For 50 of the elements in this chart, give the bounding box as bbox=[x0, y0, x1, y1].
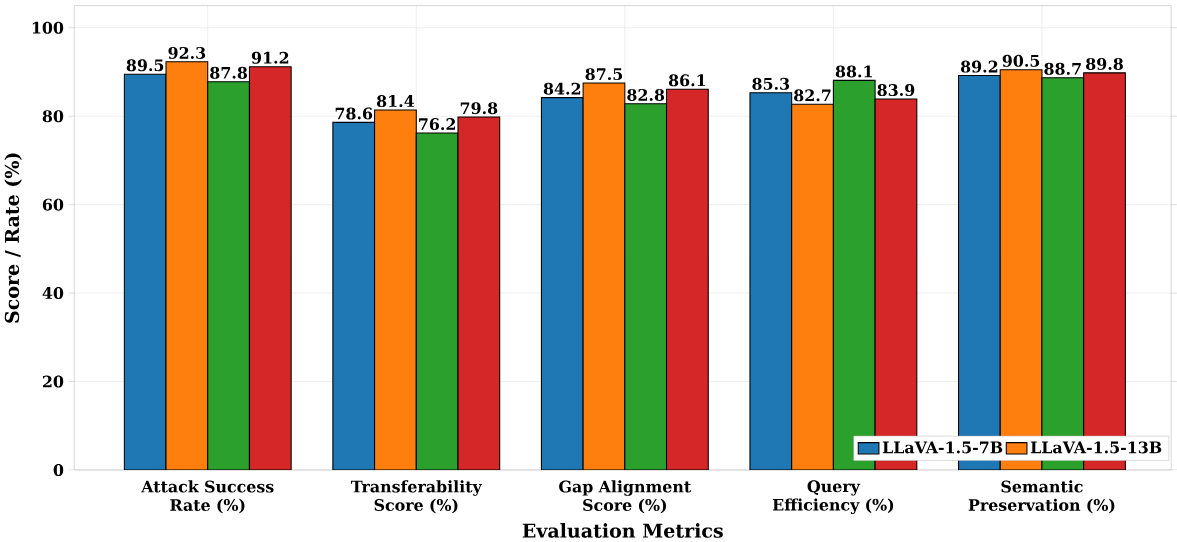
bar bbox=[624, 103, 667, 470]
x-axis-title: Evaluation Metrics bbox=[522, 523, 723, 538]
y-axis-title: Score / Rate (%) bbox=[4, 153, 22, 323]
data-label: 88.1 bbox=[835, 65, 872, 78]
x-tick-label: Query Efficiency (%) bbox=[772, 480, 894, 514]
bar bbox=[791, 103, 834, 470]
data-label: 78.6 bbox=[335, 107, 373, 120]
bar bbox=[165, 61, 209, 470]
bar bbox=[832, 79, 876, 470]
legend-label: LLaVA-1.5-7B bbox=[882, 441, 1003, 454]
data-label: 90.5 bbox=[1002, 54, 1040, 67]
data-label: 82.8 bbox=[627, 88, 665, 101]
y-tick-label: 0 bbox=[53, 463, 64, 476]
data-label: 87.8 bbox=[210, 66, 248, 79]
data-label: 81.4 bbox=[376, 95, 415, 107]
data-label: 91.2 bbox=[251, 51, 289, 64]
bar bbox=[749, 92, 793, 470]
bar bbox=[457, 116, 501, 470]
data-label: 86.1 bbox=[668, 74, 706, 87]
bar bbox=[541, 97, 584, 470]
y-tick-label: 80 bbox=[42, 110, 64, 123]
y-tick-label: 60 bbox=[42, 198, 64, 211]
bar bbox=[332, 121, 376, 470]
data-label: 82.7 bbox=[794, 89, 831, 102]
bar bbox=[248, 66, 292, 470]
bar bbox=[374, 109, 417, 470]
y-tick-label: 100 bbox=[32, 21, 64, 34]
data-label: 89.2 bbox=[960, 60, 998, 73]
data-label: 83.9 bbox=[877, 83, 915, 96]
x-tick-label: Transferability Score (%) bbox=[351, 480, 483, 514]
data-label: 89.5 bbox=[126, 59, 164, 72]
bar bbox=[123, 73, 167, 470]
data-label: 87.5 bbox=[585, 68, 623, 81]
legend-label: LLaVA-1.5-13B bbox=[1030, 441, 1162, 454]
data-label: 79.8 bbox=[460, 102, 498, 115]
data-label: 85.3 bbox=[752, 77, 790, 90]
data-label: 92.3 bbox=[168, 46, 206, 59]
y-tick-label: 20 bbox=[42, 375, 64, 388]
data-label: 89.8 bbox=[1086, 57, 1123, 70]
bar bbox=[666, 89, 709, 470]
data-label: 84.2 bbox=[543, 82, 581, 95]
bar bbox=[415, 132, 459, 470]
bar bbox=[207, 81, 250, 470]
bar bbox=[583, 82, 625, 470]
x-tick-label: Gap Alignment Score (%) bbox=[559, 480, 692, 514]
data-label: 88.7 bbox=[1044, 62, 1081, 75]
data-label: 76.2 bbox=[419, 118, 456, 130]
x-tick-label: Semantic Preservation (%) bbox=[968, 480, 1115, 514]
y-tick-label: 40 bbox=[42, 286, 64, 299]
x-tick-label: Attack Success Rate (%) bbox=[141, 480, 274, 514]
